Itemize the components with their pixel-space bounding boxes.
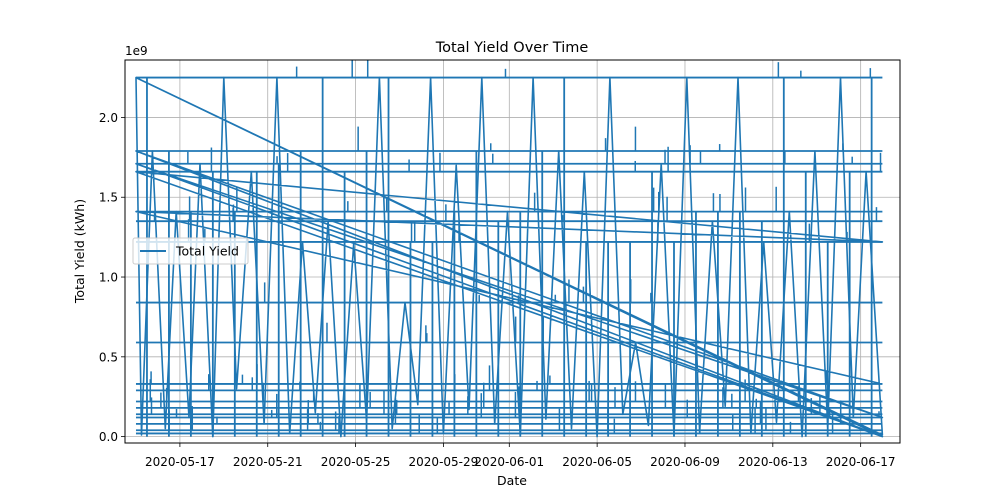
x-tick-label: 2020-05-25 (321, 455, 391, 469)
x-tick-label: 2020-05-17 (145, 455, 215, 469)
legend-box (132, 237, 249, 265)
legend-label-total-yield: Total Yield (175, 244, 239, 259)
x-axis-label: Date (497, 473, 527, 488)
y-tick-label: 1.5 (99, 191, 118, 205)
x-axis-ticks: 2020-05-17 2020-05-21 2020-05-25 2020-05-29… (145, 443, 896, 469)
grid (125, 60, 900, 443)
y-tick-label: 1.0 (99, 271, 118, 285)
x-tick-label: 2020-06-09 (650, 455, 720, 469)
x-tick-label: 2020-05-21 (233, 455, 303, 469)
x-tick-label: 2020-05-29 (409, 455, 479, 469)
y-tick-label: 0.0 (99, 430, 118, 444)
y-axis-ticks: 0.0 0.5 1.0 1.5 2.0 (99, 111, 125, 444)
axes-frame (124, 59, 901, 444)
y-axis-label: Total Yield (kWh) (72, 199, 87, 304)
series-line-total-yield (135, 76, 884, 438)
x-tick-label: 2020-06-01 (474, 455, 544, 469)
plot-area (135, 60, 884, 438)
y-tick-label: 0.5 (99, 350, 118, 364)
y-tick-label: 2.0 (99, 111, 118, 125)
x-tick-label: 2020-06-13 (738, 455, 808, 469)
chart-title: Total Yield Over Time (435, 40, 589, 56)
x-tick-label: 2020-06-05 (562, 455, 632, 469)
legend: Total Yield (132, 237, 249, 265)
x-tick-label: 2020-06-17 (826, 455, 896, 469)
y-axis-offset-text: 1e9 (125, 44, 148, 58)
